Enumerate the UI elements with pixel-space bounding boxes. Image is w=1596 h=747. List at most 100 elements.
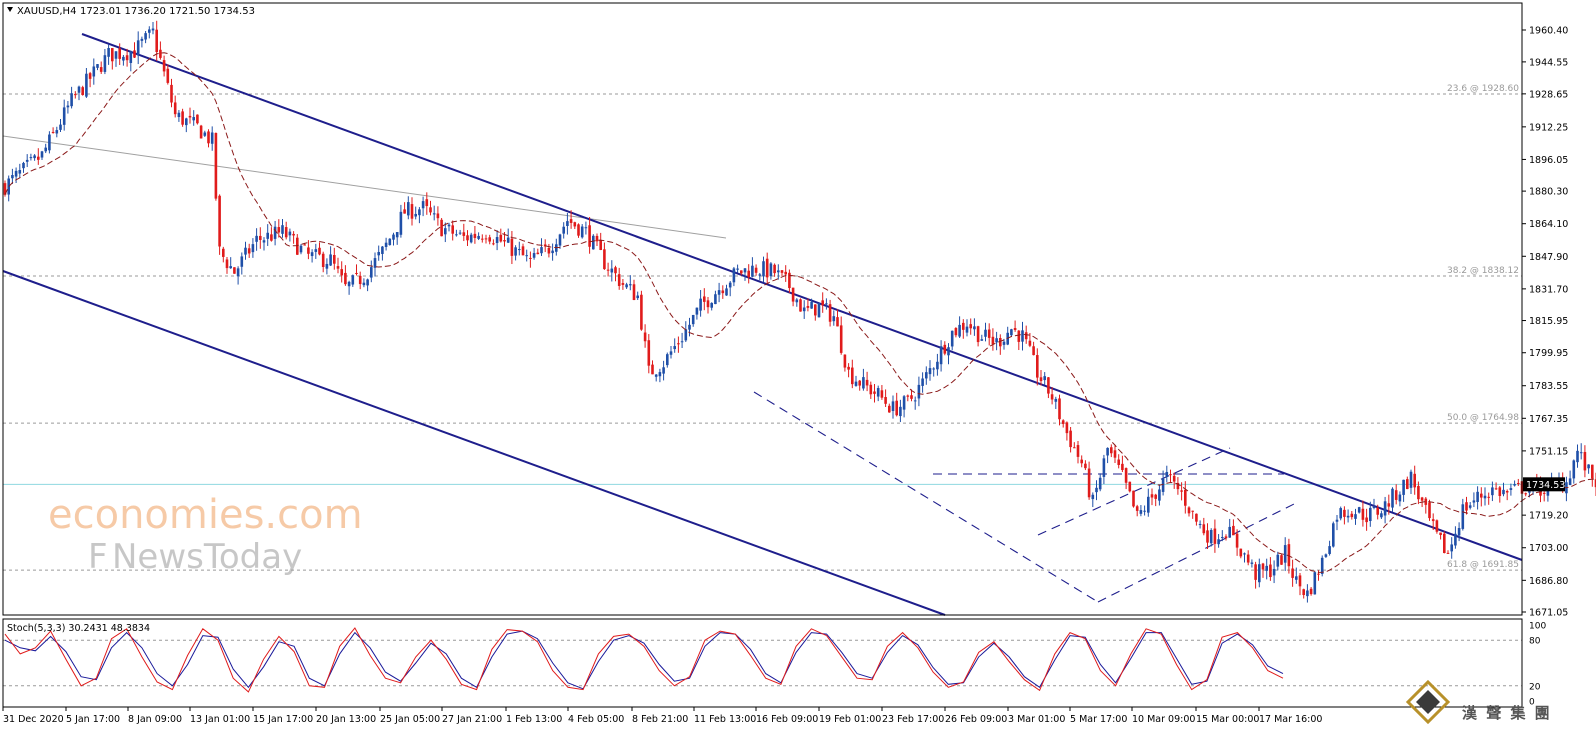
candle-body — [1320, 557, 1324, 574]
dropdown-triangle-icon[interactable] — [7, 7, 13, 12]
candle-body — [1328, 546, 1331, 554]
candle-body — [1313, 572, 1317, 595]
candle-body — [1128, 481, 1132, 492]
candle-body — [1350, 513, 1354, 518]
candle-body — [721, 290, 725, 294]
candle-body — [825, 303, 828, 305]
candle-body — [984, 329, 987, 337]
candle-body — [1195, 513, 1198, 522]
candle-body — [1258, 564, 1261, 583]
candle-body — [262, 240, 266, 243]
candle-body — [858, 380, 861, 386]
candle-body — [466, 235, 469, 241]
candle-body — [1494, 488, 1498, 490]
candle-body — [244, 247, 247, 255]
candle-body — [48, 134, 51, 151]
fib-level-label: 38.2 @ 1838.12 — [1447, 266, 1519, 276]
candle-body — [1036, 355, 1039, 378]
candle-body — [913, 400, 917, 402]
candle-body — [199, 125, 203, 139]
candle-body — [599, 240, 602, 251]
stoch-tick-label: 20 — [1529, 682, 1541, 692]
candle-body — [558, 234, 562, 246]
candle-body — [610, 268, 614, 273]
candle-body — [92, 66, 96, 77]
candle-body — [910, 395, 913, 399]
time-tick-label: 8 Jan 09:00 — [128, 714, 182, 725]
candle-body — [22, 162, 25, 169]
candle-body — [192, 117, 195, 121]
candle-body — [1465, 502, 1468, 511]
stoch-main-line — [4, 627, 1284, 693]
candle-body — [1468, 505, 1472, 508]
time-tick-label: 19 Feb 01:00 — [819, 714, 881, 725]
candle-body — [865, 379, 869, 386]
candle-body — [196, 114, 199, 124]
candle-body — [229, 266, 232, 269]
candle-body — [802, 307, 806, 312]
candle-body — [1024, 332, 1028, 340]
candle-body — [288, 231, 292, 236]
candle-body — [1457, 528, 1461, 536]
stoch-tick-label: 0 — [1529, 698, 1535, 708]
time-tick-label: 5 Mar 17:00 — [1070, 714, 1127, 725]
candle-body — [1454, 533, 1457, 546]
candle-body — [717, 290, 721, 295]
candle-body — [976, 326, 980, 343]
candle-body — [1124, 468, 1128, 483]
fib-level-label: 23.6 @ 1928.60 — [1447, 84, 1519, 94]
candle-body — [1339, 508, 1342, 519]
price-tick-label: 1671.05 — [1529, 608, 1568, 619]
candle-body — [484, 238, 488, 240]
candle-body — [29, 157, 33, 159]
candle-body — [821, 300, 824, 306]
candle-body — [1213, 528, 1217, 544]
candle-body — [1269, 564, 1272, 578]
candle-body — [14, 170, 18, 177]
candle-body — [1080, 459, 1083, 464]
candlestick-layer — [3, 20, 1596, 603]
candle-body — [11, 175, 14, 179]
candle-body — [1509, 488, 1513, 490]
candle-body — [362, 282, 366, 286]
time-tick-label: 20 Jan 13:00 — [316, 714, 376, 725]
candle-body — [791, 287, 795, 302]
candle-body — [573, 222, 577, 227]
candle-body — [1446, 552, 1450, 554]
candle-body — [1176, 482, 1180, 490]
candle-body — [991, 336, 995, 345]
candle-body — [647, 340, 651, 366]
candle-body — [1398, 494, 1402, 502]
candle-body — [691, 314, 695, 325]
candle-body — [436, 213, 440, 219]
grid-layer: 23.6 @ 1928.60 38.2 @ 1838.12 50.0 @ 1764.… — [3, 84, 1522, 571]
candle-body — [880, 390, 884, 398]
candle-body — [514, 247, 517, 256]
candle-body — [543, 244, 547, 247]
candle-body — [111, 48, 114, 62]
candle-body — [96, 64, 99, 68]
candle-body — [1283, 545, 1287, 563]
candle-body — [1380, 513, 1383, 518]
candle-body — [566, 221, 569, 226]
candle-body — [1217, 539, 1220, 545]
price-tick-label: 1719.20 — [1529, 511, 1568, 522]
candle-body — [806, 306, 810, 308]
candle-body — [218, 195, 221, 247]
candle-body — [1365, 517, 1368, 523]
candle-body — [1191, 510, 1194, 512]
candle-body — [107, 48, 110, 57]
candle-body — [1376, 507, 1379, 515]
candle-body — [773, 264, 776, 274]
price-tick-label: 1751.15 — [1529, 446, 1568, 457]
candle-body — [1354, 514, 1357, 519]
candle-body — [536, 252, 540, 255]
candle-body — [899, 406, 902, 417]
candle-body — [1069, 430, 1072, 448]
time-tick-label: 10 Mar 09:00 — [1132, 714, 1195, 725]
candle-body — [44, 147, 47, 152]
candle-body — [732, 268, 736, 283]
candle-body — [1058, 398, 1061, 420]
candle-body — [1098, 477, 1102, 490]
candle-body — [1150, 494, 1154, 498]
